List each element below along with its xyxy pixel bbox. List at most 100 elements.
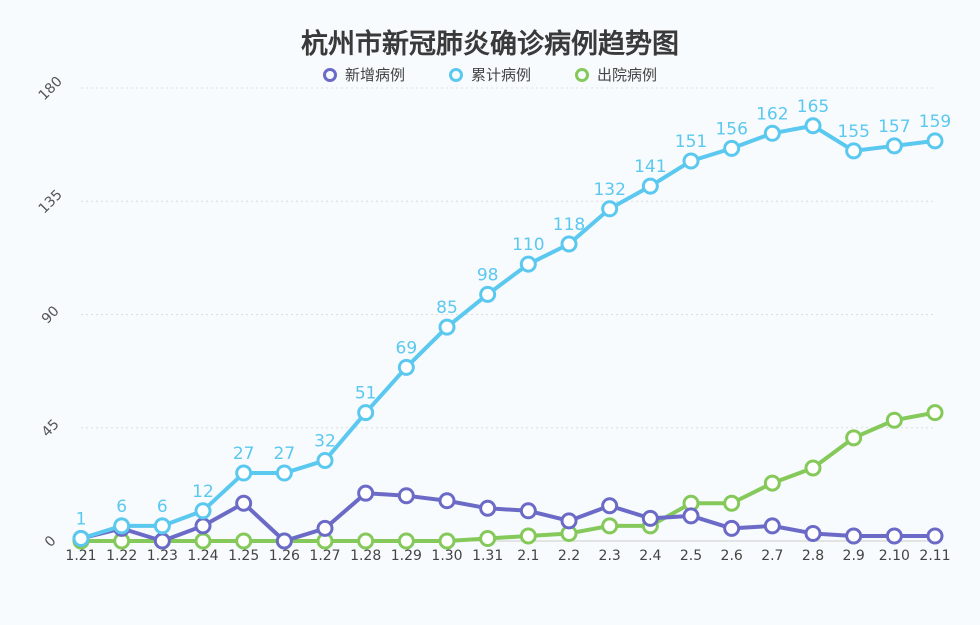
data-point — [519, 527, 537, 545]
data-point — [72, 529, 90, 547]
x-tick-label: 1.26 — [269, 548, 300, 564]
data-label: 165 — [797, 97, 829, 117]
legend-label: 新增病例 — [344, 66, 405, 84]
data-point — [763, 517, 781, 535]
x-tick-label: 2.4 — [639, 548, 661, 564]
y-tick-label: 90 — [39, 303, 63, 327]
data-point — [194, 502, 212, 520]
x-tick-label: 2.1 — [517, 548, 539, 564]
data-point — [682, 507, 700, 525]
x-tick-label: 2.3 — [599, 548, 621, 564]
data-point — [275, 464, 293, 482]
data-label: 132 — [593, 180, 625, 200]
legend-label: 出院病例 — [597, 66, 658, 84]
y-tick-label: 180 — [36, 74, 66, 104]
data-point — [845, 429, 863, 447]
data-label: 32 — [314, 431, 336, 451]
data-label: 162 — [756, 104, 788, 124]
data-point — [438, 532, 456, 550]
x-tick-label: 1.24 — [187, 548, 218, 564]
series-line — [80, 491, 935, 543]
data-point — [926, 404, 944, 422]
legend-item[interactable]: 新增病例 — [322, 64, 405, 85]
data-point — [641, 509, 659, 527]
x-tick-label: 2.11 — [919, 548, 950, 564]
data-label: 12 — [192, 482, 214, 502]
data-point — [723, 494, 741, 512]
data-point — [235, 464, 253, 482]
data-point — [194, 517, 212, 535]
data-label: 6 — [116, 497, 127, 517]
data-point — [397, 532, 415, 550]
y-tick-label: 0 — [42, 533, 60, 551]
y-tick-label: 45 — [39, 416, 63, 440]
legend-marker-icon — [322, 67, 337, 82]
y-tick-label: 135 — [36, 187, 66, 217]
data-point — [316, 519, 334, 537]
data-point — [235, 494, 253, 512]
data-point — [357, 484, 375, 502]
x-tick-label: 2.10 — [879, 548, 910, 564]
data-point — [153, 517, 171, 535]
data-label: 110 — [512, 235, 544, 255]
data-point — [357, 532, 375, 550]
legend-item[interactable]: 出院病例 — [575, 64, 657, 85]
legend-marker-icon — [448, 67, 463, 82]
data-label: 141 — [634, 157, 666, 177]
data-point — [479, 285, 497, 303]
x-tick-label: 2.7 — [761, 548, 783, 564]
data-point — [397, 487, 415, 505]
data-label: 98 — [477, 265, 499, 285]
data-point — [153, 532, 171, 550]
x-tick-label: 2.6 — [721, 548, 743, 564]
x-tick-label: 1.27 — [309, 548, 340, 564]
data-point — [438, 492, 456, 510]
data-label: 27 — [274, 444, 296, 464]
data-point — [845, 527, 863, 545]
data-label: 27 — [233, 444, 255, 464]
data-point — [885, 411, 903, 429]
data-point — [885, 527, 903, 545]
data-point — [682, 152, 700, 170]
data-point — [235, 532, 253, 550]
data-label: 51 — [355, 384, 377, 404]
data-point — [804, 524, 822, 542]
data-point — [926, 132, 944, 150]
data-point — [316, 451, 334, 469]
x-tick-label: 2.9 — [843, 548, 865, 564]
x-tick-label: 1.23 — [147, 548, 178, 564]
data-point — [438, 318, 456, 336]
series-line — [80, 123, 936, 541]
data-label: 151 — [675, 132, 707, 152]
data-label: 1 — [76, 509, 87, 529]
data-label: 6 — [157, 497, 168, 517]
data-point — [113, 517, 131, 535]
data-label: 69 — [396, 338, 418, 358]
data-point — [479, 529, 497, 547]
chart-title: 杭州市新冠肺炎确诊病例趋势图 — [301, 29, 679, 60]
x-tick-label: 1.28 — [350, 548, 381, 564]
x-tick-label: 2.8 — [802, 548, 824, 564]
data-label: 156 — [715, 119, 747, 139]
legend-marker-icon — [575, 67, 589, 82]
data-point — [885, 137, 903, 155]
data-point — [804, 459, 822, 477]
data-point — [601, 517, 619, 535]
data-label: 155 — [837, 122, 869, 142]
data-point — [357, 404, 375, 422]
data-label: 159 — [919, 112, 951, 132]
x-tick-label: 1.29 — [391, 548, 422, 564]
data-point — [723, 139, 741, 157]
data-point — [804, 117, 822, 135]
data-point — [641, 177, 659, 195]
data-point — [601, 497, 619, 515]
data-point — [560, 512, 578, 530]
legend-item[interactable]: 累计病例 — [448, 64, 531, 85]
series-line — [81, 410, 936, 543]
legend: 新增病例 累计病例 出院病例 — [0, 64, 980, 85]
data-point — [601, 200, 619, 218]
data-point — [397, 358, 415, 376]
data-point — [194, 532, 212, 550]
data-label: 118 — [553, 215, 585, 235]
